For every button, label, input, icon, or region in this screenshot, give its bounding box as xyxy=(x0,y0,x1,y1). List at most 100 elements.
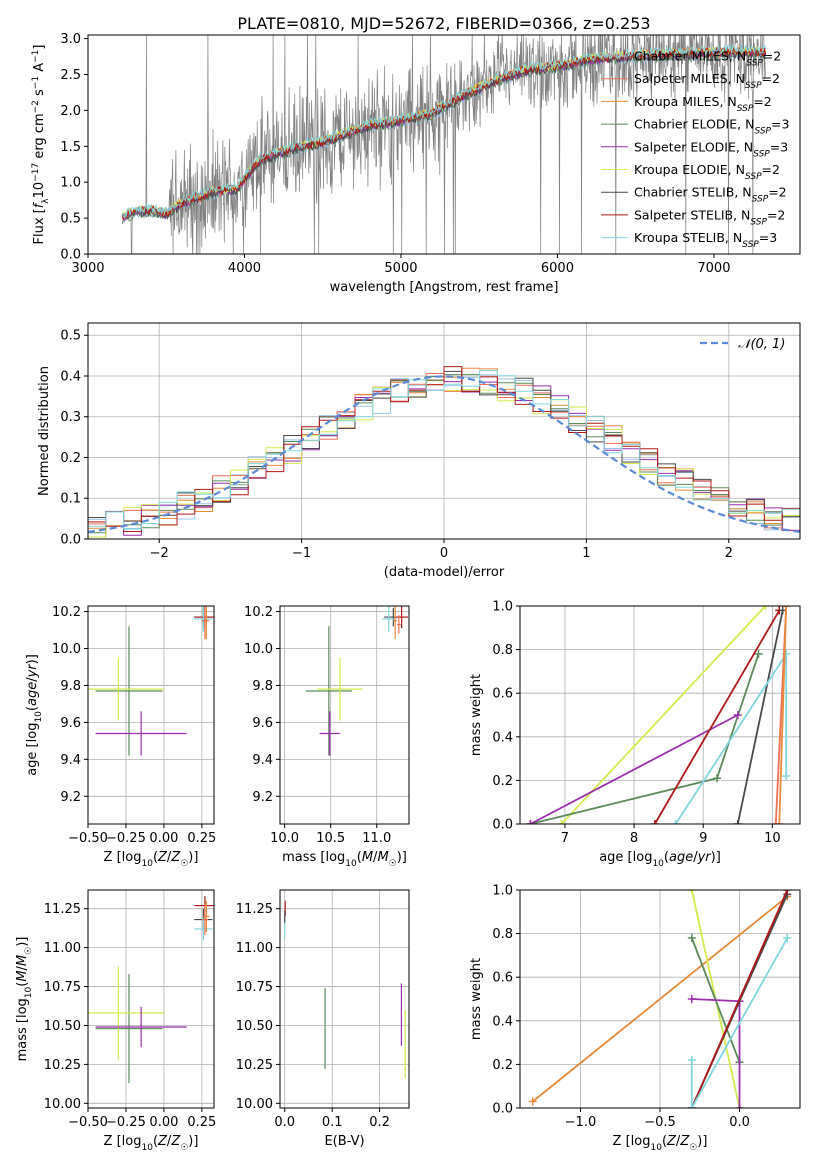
plot-area xyxy=(88,366,800,539)
y-tick-label: 0.0 xyxy=(60,248,81,263)
fit-point xyxy=(201,904,208,936)
plot-area xyxy=(526,606,791,824)
legend-entry: Kroupa ELODIE, NSSP=2 xyxy=(634,162,780,182)
x-tick-label: −1.0 xyxy=(565,1115,597,1130)
y-tick-label: 9.8 xyxy=(252,679,273,694)
y-tick-label: 0.2 xyxy=(60,451,81,466)
residual-histogram xyxy=(88,370,800,539)
x-axis-label: age [log10(age/yr)] xyxy=(599,850,721,869)
gaussian-reference-curve xyxy=(88,375,800,533)
y-axis-label: mass weight xyxy=(469,958,484,1040)
y-tick-label: 0.8 xyxy=(492,927,513,942)
y-tick-label: 0.0 xyxy=(492,1102,513,1117)
y-axis-label: Flux [fλ10−17 erg cm−2 s−1 A−1] xyxy=(31,45,51,245)
y-tick-label: 0.3 xyxy=(60,410,81,425)
age-vs-metallicity-panel: −0.50−0.25 0.00 0.25 9.2 9.4 9.6 9.8 10.0 10.2 Z … xyxy=(25,605,216,869)
y-tick-label: 0.2 xyxy=(492,774,513,789)
age-vs-mass-panel: 10.0 10.5 11.0 9.2 9.4 9.6 9.8 10.0 10.2 mass [lo… xyxy=(244,605,410,869)
fit-point xyxy=(382,606,396,632)
plus-marker xyxy=(754,649,763,658)
axes-frame xyxy=(87,889,215,1109)
y-tick-label: 0.6 xyxy=(492,971,513,986)
y-tick-label: 0.4 xyxy=(60,369,81,384)
legend-entry: Salpeter STELIB, NSSP=2 xyxy=(634,207,785,227)
x-axis-label: mass [log10(M/M☉)] xyxy=(282,850,407,869)
y-tick-label: 3.0 xyxy=(60,32,81,47)
fit-point xyxy=(95,1006,187,1048)
weight-line xyxy=(778,606,788,824)
x-tick-label: −0.25 xyxy=(106,1115,146,1130)
weight-line xyxy=(654,609,781,824)
plus-marker xyxy=(733,820,742,824)
y-tick-label: 0.4 xyxy=(492,1014,513,1029)
plus-marker xyxy=(687,1104,696,1108)
y-tick-label: 9.8 xyxy=(60,679,81,694)
x-axis-label: Z [log10(Z/Z☉)] xyxy=(104,1134,199,1153)
x-tick-label: 0.1 xyxy=(322,1115,343,1130)
y-axis-label: mass weight xyxy=(469,674,484,756)
x-tick-label: 1 xyxy=(582,546,590,561)
x-tick-label: 10.5 xyxy=(316,831,345,846)
y-tick-label: 1.0 xyxy=(492,600,513,615)
x-tick-label: 11.0 xyxy=(362,831,391,846)
plus-marker xyxy=(687,995,696,1003)
y-tick-label: 11.00 xyxy=(236,941,273,956)
legend-entry: Chabrier ELODIE, NSSP=3 xyxy=(634,117,789,137)
plus-marker xyxy=(771,820,780,824)
plus-marker xyxy=(783,890,792,894)
y-tick-label: 9.4 xyxy=(60,753,81,768)
plus-marker xyxy=(735,1104,744,1108)
fit-point xyxy=(95,974,163,1084)
weight-line xyxy=(690,890,789,1108)
x-tick-label: 0.0 xyxy=(729,1115,750,1130)
y-tick-label: 1.5 xyxy=(60,140,81,155)
plus-marker xyxy=(782,606,791,610)
y-tick-label: 10.50 xyxy=(44,1019,81,1034)
plus-marker xyxy=(650,820,659,824)
plot-area xyxy=(528,890,792,1108)
x-tick-label: 0.0 xyxy=(274,1115,295,1130)
y-tick-label: 11.00 xyxy=(44,941,81,956)
fit-point xyxy=(95,626,163,756)
y-tick-label: 10.2 xyxy=(244,605,273,620)
y-axis-label: Normed distribution xyxy=(37,366,52,496)
y-tick-label: 10.25 xyxy=(44,1058,81,1073)
fit-point xyxy=(305,626,352,756)
weight-line xyxy=(736,610,784,824)
axes-frame xyxy=(279,605,410,825)
x-axis-label: Z [log10(Z/Z☉)] xyxy=(104,850,199,869)
y-tick-label: 0.4 xyxy=(492,730,513,745)
x-tick-label: 7000 xyxy=(697,261,730,276)
y-tick-label: 0.6 xyxy=(492,687,513,702)
legend-entry: Salpeter MILES, NSSP=2 xyxy=(634,71,780,91)
y-tick-label: 10.0 xyxy=(52,642,81,657)
y-tick-label: 9.2 xyxy=(252,790,273,805)
plus-marker xyxy=(528,1097,537,1106)
observed-spectrum xyxy=(122,35,766,254)
x-axis-label: wavelength [Angstrom, rest frame] xyxy=(330,280,559,295)
plot-area xyxy=(121,35,767,254)
weight-line xyxy=(529,714,739,824)
residuals-panel: 𝒩(0, 1) −2 −1 0 1 2 0.0 0.1 0.2 0.3 0.4 0.5 (data-mo… xyxy=(37,322,801,580)
y-tick-label: 10.0 xyxy=(244,642,273,657)
y-tick-label: 0.0 xyxy=(60,533,81,548)
y-tick-label: 0.0 xyxy=(492,818,513,833)
x-tick-label: 2 xyxy=(725,546,733,561)
plot-area xyxy=(88,896,214,1084)
figure-title: PLATE=0810, MJD=52672, FIBERID=0366, z=0… xyxy=(237,14,650,33)
fit-point xyxy=(397,615,401,634)
legend-entry: Chabrier STELIB, NSSP=2 xyxy=(634,185,787,205)
plus-marker xyxy=(671,820,680,824)
model-fit-line xyxy=(121,46,767,220)
y-tick-label: 10.25 xyxy=(236,1058,273,1073)
fit-point xyxy=(194,606,213,632)
plot-area xyxy=(305,606,409,756)
fit-point xyxy=(88,966,164,1060)
x-tick-label: −0.5 xyxy=(644,1115,676,1130)
y-tick-label: 2.0 xyxy=(60,104,81,119)
x-tick-label: 7 xyxy=(561,831,569,846)
x-tick-label: 0.2 xyxy=(369,1115,390,1130)
x-tick-label: −0.25 xyxy=(106,831,146,846)
x-axis-label: E(B-V) xyxy=(324,1134,364,1149)
plus-marker xyxy=(783,933,792,942)
